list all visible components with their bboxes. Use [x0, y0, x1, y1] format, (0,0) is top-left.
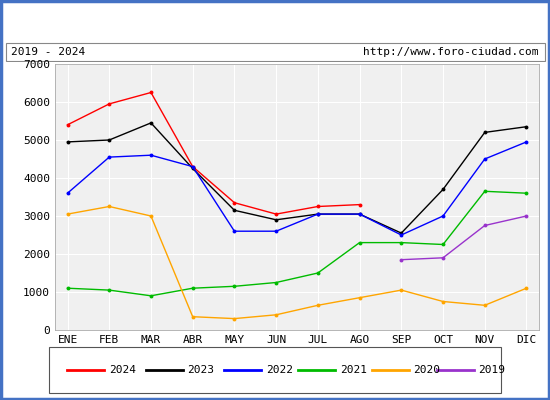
- Text: 2023: 2023: [187, 365, 214, 375]
- Text: 2019: 2019: [478, 365, 505, 375]
- Text: 2020: 2020: [414, 365, 441, 375]
- FancyBboxPatch shape: [48, 346, 502, 394]
- Text: 2022: 2022: [266, 365, 293, 375]
- Text: http://www.foro-ciudad.com: http://www.foro-ciudad.com: [364, 47, 539, 57]
- FancyBboxPatch shape: [6, 43, 544, 61]
- Text: 2024: 2024: [109, 365, 136, 375]
- Text: 2019 - 2024: 2019 - 2024: [11, 47, 85, 57]
- Text: 2021: 2021: [340, 365, 367, 375]
- Text: Evolucion Nº Turistas Extranjeros en el municipio de Arico: Evolucion Nº Turistas Extranjeros en el …: [21, 14, 529, 28]
